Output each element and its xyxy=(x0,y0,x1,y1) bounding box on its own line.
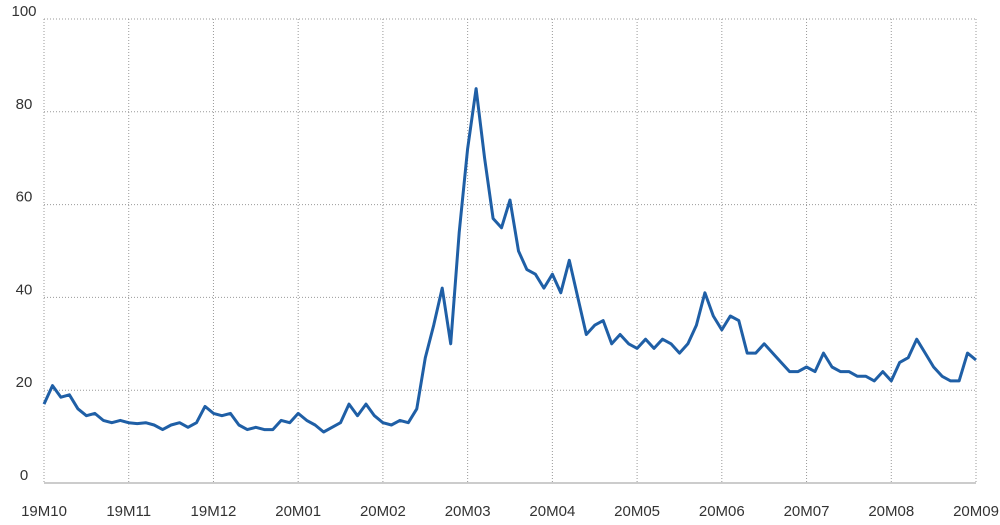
x-tick-label: 19M10 xyxy=(21,503,67,520)
y-tick-label: 80 xyxy=(16,96,33,113)
x-tick-label: 20M07 xyxy=(784,503,830,520)
y-tick-label: 20 xyxy=(16,374,33,391)
x-tick-label: 19M12 xyxy=(191,503,237,520)
x-tick-label: 20M03 xyxy=(445,503,491,520)
x-tick-label: 20M09 xyxy=(953,503,999,520)
x-tick-label: 20M02 xyxy=(360,503,406,520)
y-tick-label: 40 xyxy=(16,281,33,298)
line-series xyxy=(42,87,977,434)
y-tick-label: 0 xyxy=(20,467,28,484)
x-tick-label: 20M08 xyxy=(868,503,914,520)
x-tick-label: 20M04 xyxy=(529,503,575,520)
y-tick-label: 60 xyxy=(16,189,33,206)
x-tick-label: 20M06 xyxy=(699,503,745,520)
x-tick-label: 20M05 xyxy=(614,503,660,520)
x-tick-label: 20M01 xyxy=(275,503,321,520)
y-tick-label: 100 xyxy=(11,3,36,20)
x-tick-label: 19M11 xyxy=(106,503,151,520)
